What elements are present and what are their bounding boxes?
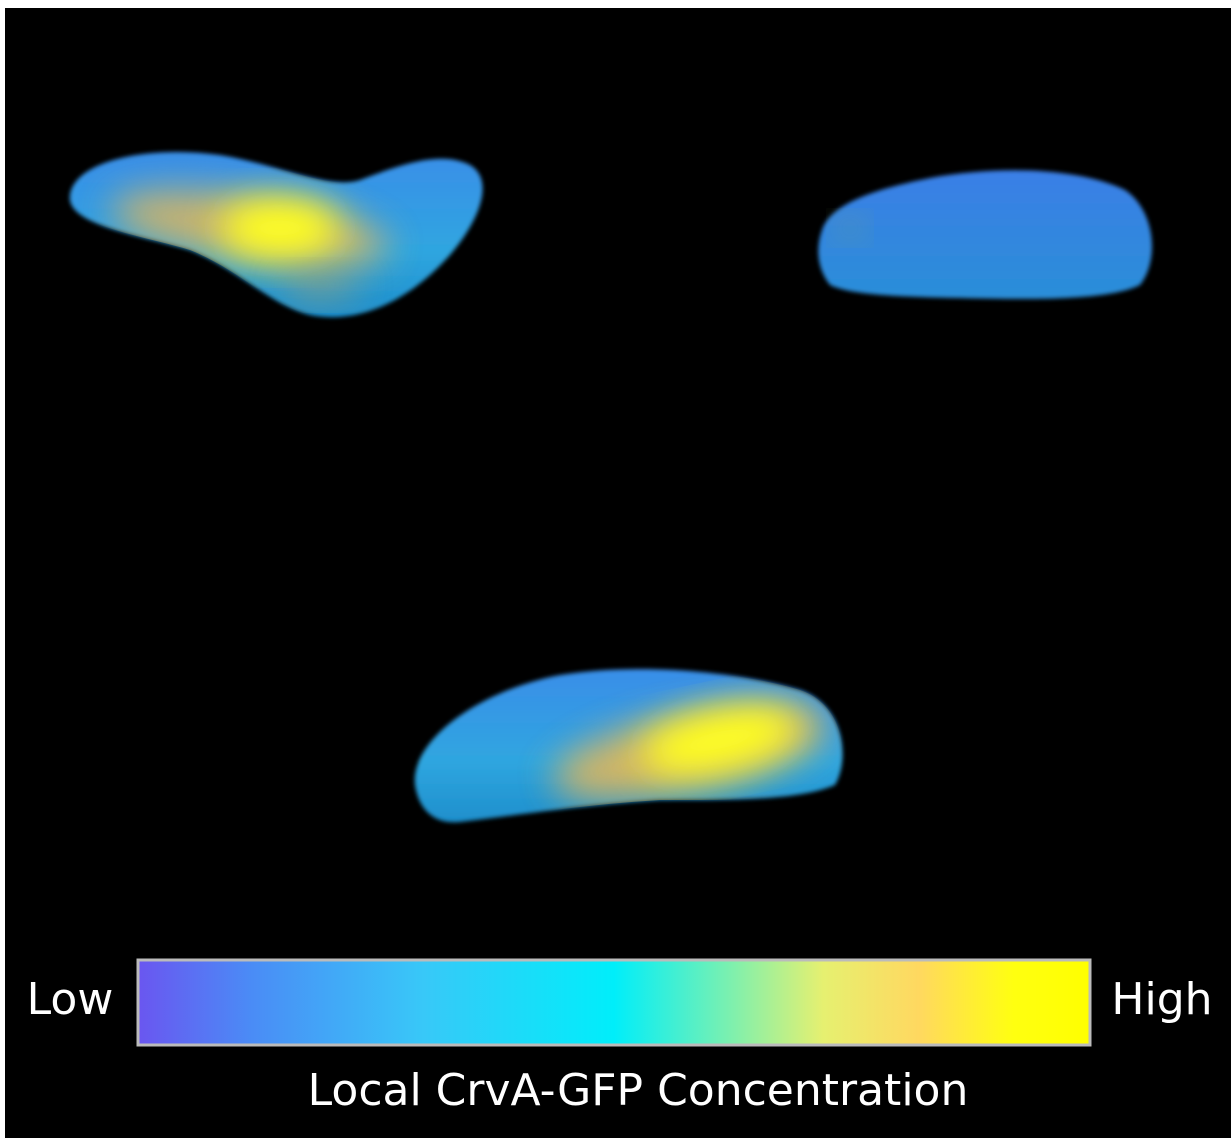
high-label: High: [1111, 974, 1212, 1025]
figure: Low High Local CrvA-GFP Concentration: [0, 0, 1231, 1138]
colorbar-caption: Local CrvA-GFP Concentration: [308, 1065, 969, 1116]
colorbar-gradient: [138, 960, 1090, 1045]
page: Low High Local CrvA-GFP Concentration ((…: [0, 0, 1231, 1138]
low-label: Low: [27, 974, 114, 1025]
